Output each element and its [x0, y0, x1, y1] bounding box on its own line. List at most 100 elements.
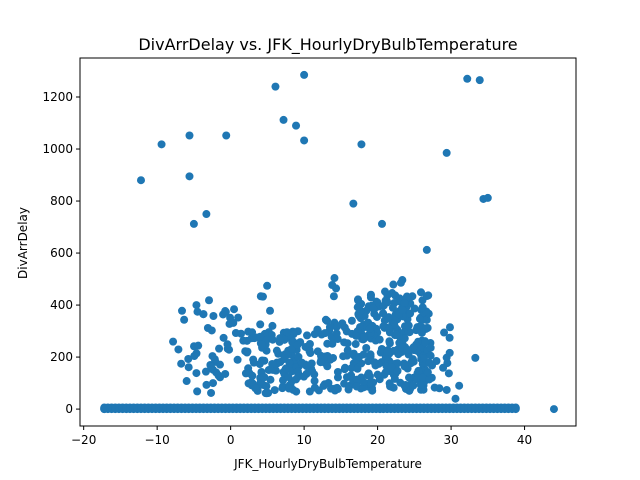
data-point	[285, 384, 294, 393]
data-point	[396, 278, 405, 287]
data-point	[400, 381, 409, 390]
data-point	[332, 284, 341, 293]
data-point	[357, 140, 366, 149]
data-point	[379, 309, 388, 318]
data-point	[351, 340, 360, 349]
data-point	[184, 363, 193, 372]
data-point	[248, 328, 257, 337]
data-point	[234, 313, 243, 322]
data-point	[321, 315, 330, 324]
data-point	[463, 74, 472, 83]
data-point	[184, 355, 193, 364]
data-point	[415, 314, 424, 323]
data-point	[340, 379, 349, 388]
data-point	[406, 309, 415, 318]
data-point	[249, 358, 258, 367]
data-point	[282, 364, 290, 373]
y-tick-label: 400	[50, 298, 73, 312]
data-point	[366, 293, 375, 302]
data-point	[100, 405, 109, 414]
data-point	[444, 369, 453, 378]
data-point	[416, 380, 425, 389]
data-point	[352, 382, 361, 391]
data-point	[230, 305, 239, 314]
data-point	[222, 131, 231, 140]
data-point	[202, 210, 211, 219]
data-point	[192, 301, 201, 310]
data-point	[209, 312, 218, 321]
data-points	[100, 70, 558, 414]
data-point	[270, 386, 279, 395]
data-point	[442, 385, 451, 394]
data-point	[421, 338, 430, 347]
data-point	[268, 359, 277, 368]
data-point	[422, 292, 431, 301]
data-point	[233, 355, 242, 364]
data-point	[389, 346, 398, 355]
data-point	[406, 359, 415, 368]
data-point	[483, 193, 492, 202]
data-point	[306, 349, 315, 358]
data-point	[282, 328, 291, 337]
y-tick-label: 600	[50, 246, 73, 260]
data-point	[299, 372, 308, 381]
data-point	[368, 386, 377, 395]
data-point	[384, 313, 393, 322]
data-point	[263, 281, 272, 290]
data-point	[243, 336, 252, 345]
data-point	[180, 315, 189, 324]
x-tick-label: −10	[144, 433, 169, 447]
data-point	[360, 333, 369, 342]
y-axis-label: DivArrDelay	[16, 207, 30, 279]
data-point	[256, 320, 265, 329]
y-tick-label: 0	[65, 402, 73, 416]
data-point	[276, 334, 285, 343]
x-tick-label: 20	[370, 433, 385, 447]
data-point	[333, 322, 342, 331]
data-point	[231, 329, 240, 338]
chart-title: DivArrDelay vs. JFK_HourlyDryBulbTempera…	[138, 35, 517, 55]
data-point	[327, 354, 336, 363]
data-point	[344, 385, 353, 394]
data-point	[342, 327, 351, 336]
data-point	[266, 375, 275, 384]
data-point	[314, 386, 323, 395]
data-point	[330, 274, 339, 283]
data-point	[291, 375, 300, 384]
data-point	[333, 373, 342, 382]
data-point	[307, 359, 316, 368]
data-point	[192, 369, 201, 378]
data-point	[384, 324, 393, 333]
data-point	[259, 373, 268, 382]
data-point	[383, 347, 392, 356]
data-point	[439, 363, 448, 372]
data-point	[243, 347, 252, 356]
data-point	[366, 350, 375, 359]
data-point	[375, 335, 384, 344]
data-point	[157, 140, 166, 149]
data-point	[303, 331, 312, 340]
x-tick-label: −20	[71, 433, 96, 447]
data-point	[169, 337, 178, 346]
data-point	[268, 321, 277, 330]
data-point	[393, 359, 402, 368]
data-point	[364, 357, 373, 366]
data-point	[364, 369, 373, 378]
data-point	[385, 337, 394, 346]
data-point	[362, 343, 371, 352]
data-point	[182, 377, 191, 386]
data-point	[382, 297, 391, 306]
y-axis-ticks: 0 200 400 600 800 1000 1200	[42, 90, 80, 416]
data-point	[247, 378, 256, 387]
data-point	[268, 335, 277, 344]
data-point	[373, 370, 382, 379]
data-point	[425, 358, 434, 367]
data-point	[323, 362, 332, 371]
data-point	[420, 354, 428, 363]
data-point	[440, 328, 449, 337]
data-point	[347, 364, 356, 373]
data-point	[445, 333, 454, 342]
data-point	[352, 331, 361, 340]
data-point	[205, 296, 214, 305]
